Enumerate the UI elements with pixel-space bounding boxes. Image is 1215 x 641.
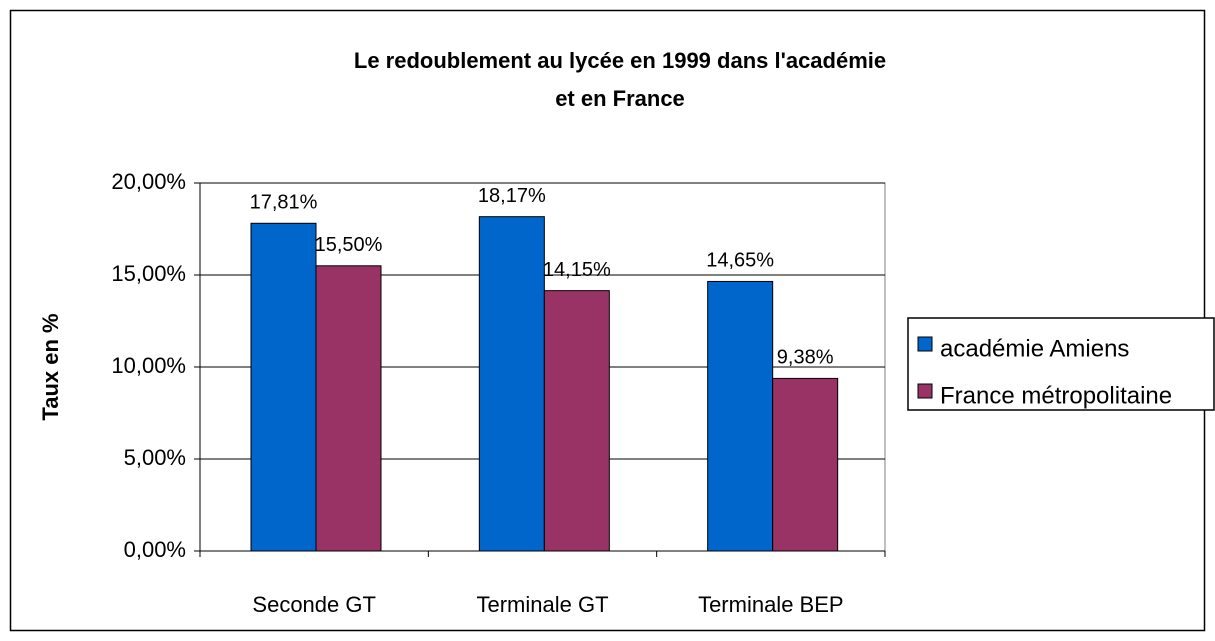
data-label: 14,65% (706, 250, 774, 272)
y-tick-label: 5,00% (124, 445, 186, 470)
data-label: 15,50% (315, 234, 383, 256)
bar (315, 265, 382, 552)
x-tick-label: Terminale GT (476, 592, 608, 617)
data-label: 9,38% (777, 347, 834, 369)
data-label: 17,81% (250, 192, 318, 214)
chart-title: Le redoublement au lycée en 1999 dans l'… (354, 48, 886, 73)
data-label: 14,15% (543, 259, 611, 281)
bar (543, 290, 610, 552)
bar (250, 222, 317, 552)
chart-title: et en France (555, 86, 685, 111)
y-tick-label: 20,00% (111, 169, 186, 194)
data-label: 18,17% (478, 185, 546, 207)
x-tick-label: Terminale BEP (698, 592, 844, 617)
legend-swatch (917, 336, 933, 352)
legend-label: académie Amiens (940, 335, 1129, 362)
bar (772, 377, 839, 552)
y-tick-label: 10,00% (111, 353, 186, 378)
y-tick-label: 0,00% (124, 537, 186, 562)
legend-swatch (917, 383, 933, 399)
legend-label: France métropolitaine (940, 382, 1172, 409)
y-tick-label: 15,00% (111, 261, 186, 286)
bar (707, 280, 774, 552)
legend-box (907, 317, 1215, 411)
bar (478, 216, 545, 552)
y-axis-label: Taux en % (38, 313, 63, 420)
x-tick-label: Seconde GT (252, 592, 376, 617)
